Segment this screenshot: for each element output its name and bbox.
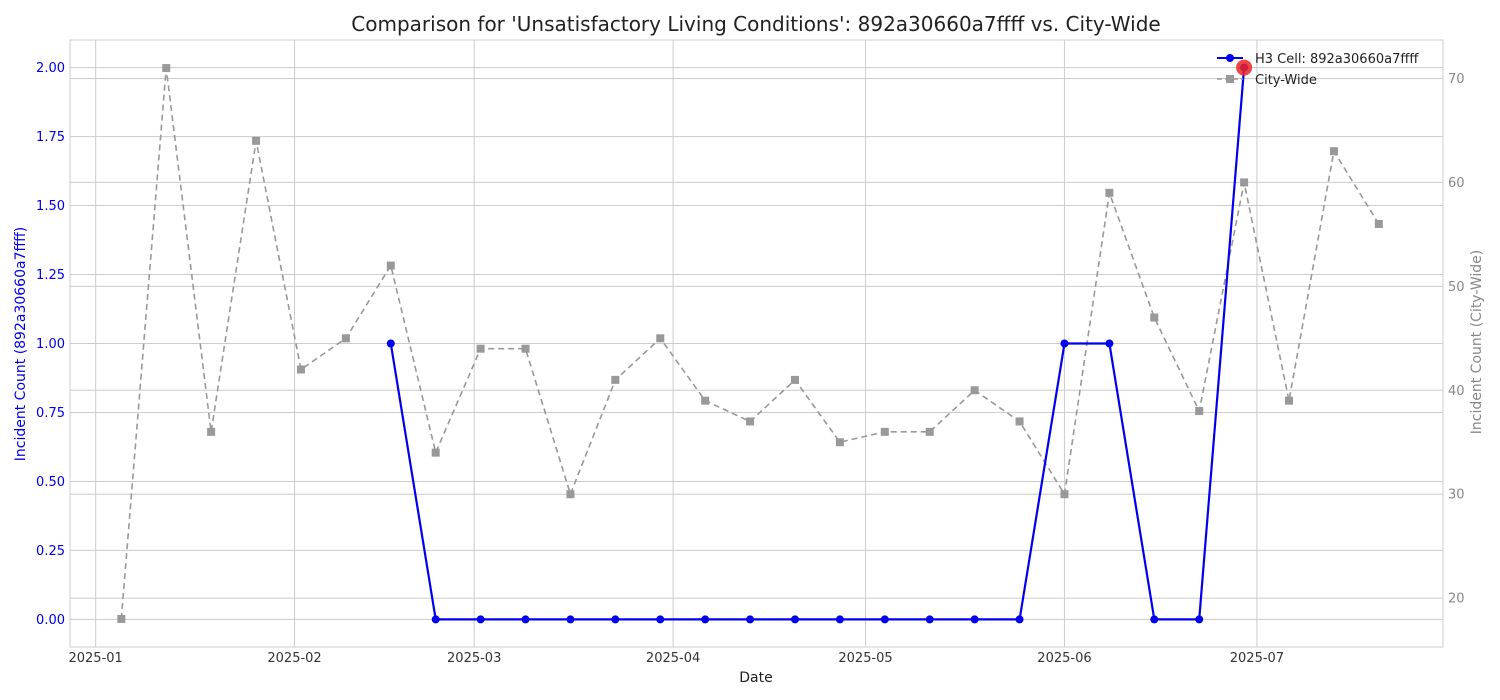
left-y-axis-label: Incident Count (892a30660a7ffff) (13, 227, 29, 461)
right-y-tick-label: 20 (1448, 592, 1465, 607)
data-point-city-wide (1060, 490, 1069, 499)
data-point-h3-cell (476, 615, 485, 624)
legend-marker-h3-cell (1226, 54, 1234, 62)
right-y-axis-label: Incident Count (City-Wide) (1469, 250, 1485, 434)
data-point-h3-cell (790, 615, 799, 624)
data-point-city-wide (1015, 417, 1024, 426)
right-y-tick-label: 60 (1448, 176, 1465, 191)
left-y-axis-ticks: 0.00 0.25 0.50 0.75 1.00 1.25 1.50 1.75 2.00 (36, 61, 65, 628)
data-point-h3-cell (386, 339, 395, 348)
plot-frame (69, 39, 1444, 648)
data-point-city-wide (790, 375, 799, 384)
left-y-tick-label: 1.00 (36, 337, 65, 352)
left-y-tick-label: 0.75 (36, 406, 65, 421)
x-tick-label: 2025-07 (1230, 651, 1284, 666)
data-point-city-wide (431, 448, 440, 457)
data-point-h3-cell (746, 615, 755, 624)
x-tick-label: 2025-01 (68, 651, 122, 666)
data-point-h3-cell (970, 615, 979, 624)
data-point-city-wide (476, 344, 485, 353)
data-point-h3-cell (925, 615, 934, 624)
x-tick-label: 2025-06 (1037, 651, 1091, 666)
right-y-tick-label: 70 (1448, 72, 1465, 87)
series-city-wide (117, 64, 1383, 623)
x-axis-label: Date (739, 670, 772, 686)
left-y-tick-label: 1.25 (36, 268, 65, 283)
series-layer (117, 63, 1383, 624)
data-point-h3-cell (656, 615, 665, 624)
data-point-city-wide (1285, 396, 1294, 405)
legend: H3 Cell: 892a30660a7ffff City-Wide (1217, 52, 1419, 88)
data-point-h3-cell (701, 615, 710, 624)
series-line-h3-cell (389, 67, 1246, 621)
series-line-city-wide (120, 68, 1380, 619)
data-point-city-wide (162, 64, 171, 73)
right-y-tick-label: 50 (1448, 280, 1465, 295)
data-point-city-wide (1150, 313, 1159, 322)
data-point-city-wide (1374, 219, 1383, 228)
x-tick-label: 2025-02 (267, 651, 321, 666)
data-point-city-wide (207, 427, 216, 436)
data-point-city-wide (1195, 407, 1204, 416)
data-point-city-wide (341, 334, 350, 343)
data-point-h3-cell (566, 615, 575, 624)
data-point-h3-cell (1195, 615, 1204, 624)
data-point-city-wide (117, 614, 126, 623)
x-axis-ticks: 2025-01 2025-02 2025-03 2025-04 2025-05 2025-… (68, 651, 1284, 666)
data-point-city-wide (611, 375, 620, 384)
highlight-layer (1236, 59, 1253, 76)
left-y-tick-label: 0.25 (36, 544, 65, 559)
left-y-tick-label: 0.50 (36, 475, 65, 490)
series-h3-cell (386, 63, 1249, 624)
data-point-city-wide (1329, 147, 1338, 156)
highlight-marker (1236, 59, 1253, 76)
data-point-city-wide (746, 417, 755, 426)
data-point-city-wide (252, 136, 261, 145)
chart-title: Comparison for 'Unsatisfactory Living Co… (351, 12, 1160, 36)
data-point-city-wide (656, 334, 665, 343)
data-point-h3-cell (1015, 615, 1024, 624)
data-point-city-wide (1105, 188, 1114, 197)
legend-label-city-wide: City-Wide (1255, 73, 1317, 88)
data-point-h3-cell (1105, 339, 1114, 348)
left-y-tick-label: 2.00 (36, 61, 65, 76)
x-tick-label: 2025-04 (646, 651, 700, 666)
data-point-h3-cell (880, 615, 889, 624)
data-point-h3-cell (431, 615, 440, 624)
data-point-city-wide (566, 490, 575, 499)
data-point-h3-cell (611, 615, 620, 624)
data-point-city-wide (701, 396, 710, 405)
data-point-city-wide (1240, 178, 1249, 187)
data-point-city-wide (880, 427, 889, 436)
data-point-city-wide (970, 386, 979, 395)
gridlines (70, 40, 1443, 647)
left-y-tick-label: 1.50 (36, 199, 65, 214)
legend-entry-city-wide: City-Wide (1217, 73, 1317, 88)
right-y-tick-label: 30 (1448, 488, 1465, 503)
data-point-city-wide (835, 438, 844, 447)
right-y-axis-ticks: 20 30 40 50 60 70 (1448, 72, 1465, 607)
left-y-tick-label: 1.75 (36, 130, 65, 145)
data-point-h3-cell (521, 615, 530, 624)
data-point-city-wide (296, 365, 305, 374)
data-point-city-wide (925, 427, 934, 436)
x-tick-label: 2025-05 (838, 651, 892, 666)
data-point-city-wide (386, 261, 395, 270)
data-point-h3-cell (1060, 339, 1069, 348)
left-y-tick-label: 0.00 (36, 613, 65, 628)
data-point-h3-cell (1150, 615, 1159, 624)
right-y-tick-label: 40 (1448, 384, 1465, 399)
legend-entry-h3-cell: H3 Cell: 892a30660a7ffff (1217, 52, 1419, 67)
legend-marker-city-wide (1226, 75, 1234, 83)
data-point-h3-cell (835, 615, 844, 624)
legend-label-h3-cell: H3 Cell: 892a30660a7ffff (1255, 52, 1419, 67)
data-point-city-wide (521, 344, 530, 353)
x-tick-label: 2025-03 (447, 651, 501, 666)
